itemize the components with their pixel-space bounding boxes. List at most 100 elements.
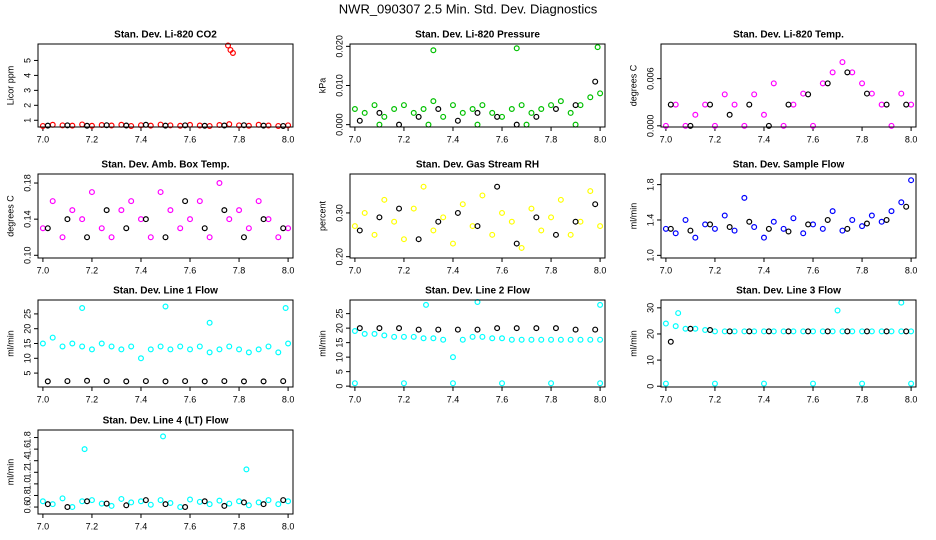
x-tick-label: 7.0 <box>37 134 50 144</box>
point <box>361 109 368 116</box>
point <box>142 121 149 128</box>
point <box>39 225 46 232</box>
x-tick-label: 8.0 <box>594 394 607 404</box>
y-tick-label: 5 <box>22 58 32 63</box>
point <box>123 378 130 385</box>
point <box>79 343 86 350</box>
x-tick-label: 7.8 <box>233 521 246 531</box>
point <box>400 333 407 340</box>
point <box>469 333 476 340</box>
point <box>849 216 856 223</box>
point <box>420 335 427 342</box>
point <box>770 328 777 335</box>
point <box>819 328 826 335</box>
y-tick-label: 25 <box>334 309 344 319</box>
point <box>592 78 599 85</box>
point <box>746 328 753 335</box>
y-tick-label: 1.4 <box>645 214 655 227</box>
x-tick-label: 8.0 <box>905 134 918 144</box>
point <box>731 101 738 108</box>
point <box>187 496 194 503</box>
point <box>280 378 287 385</box>
point <box>157 343 164 350</box>
panel: Stan. Dev. Li-820 CO2 7.0 7.2 7.4 7.6 7.8 8.0 1… <box>5 30 294 145</box>
point <box>557 196 564 203</box>
point <box>255 499 262 506</box>
point <box>430 47 437 54</box>
point <box>587 188 594 195</box>
point <box>682 216 689 223</box>
point <box>98 340 105 347</box>
y-tick-label: 4 <box>22 73 32 78</box>
point <box>260 122 267 129</box>
point <box>800 230 807 237</box>
point <box>726 224 733 231</box>
x-tick-label: 7.0 <box>660 394 673 404</box>
x-tick-label: 7.2 <box>398 265 411 275</box>
panel: Stan. Dev. Line 3 Flow 7.0 7.2 7.4 7.6 7.8 8.0… <box>628 286 917 405</box>
point <box>255 198 262 205</box>
point <box>819 80 826 87</box>
point <box>844 328 851 335</box>
panel: Stan. Dev. Li-820 Temp. 7.0 7.2 7.4 7.6 7.8 8.… <box>628 30 917 145</box>
point <box>839 328 846 335</box>
point <box>182 504 189 511</box>
point <box>167 346 174 353</box>
point <box>123 502 130 509</box>
point <box>206 501 213 508</box>
y-tick-label: 1.6 <box>22 443 32 456</box>
point <box>229 49 236 56</box>
y-tick-label: 0.18 <box>22 174 32 192</box>
point <box>780 225 787 232</box>
panel-title: Stan. Dev. Line 3 Flow <box>736 286 841 297</box>
point <box>829 328 836 335</box>
point <box>196 343 203 350</box>
point <box>420 183 427 190</box>
y-tick-label: 0.10 <box>22 247 32 265</box>
point <box>108 343 115 350</box>
point <box>371 102 378 109</box>
point <box>260 378 267 385</box>
point <box>898 199 905 206</box>
point <box>201 378 208 385</box>
y-tick-label: 0.000 <box>645 115 655 138</box>
point <box>280 497 287 504</box>
point <box>430 227 437 234</box>
x-tick-label: 7.2 <box>86 394 99 404</box>
point <box>201 498 208 505</box>
point <box>908 380 915 387</box>
point <box>410 109 417 116</box>
x-tick-label: 7.4 <box>758 265 771 275</box>
point <box>499 209 506 216</box>
x-tick-label: 8.0 <box>282 134 295 144</box>
point <box>667 225 674 232</box>
y-tick-label: 15 <box>22 338 32 348</box>
x-tick-label: 8.0 <box>594 265 607 275</box>
x-tick-label: 7.6 <box>184 394 197 404</box>
panel: Stan. Dev. Li-820 Pressure 7.0 7.2 7.4 7.6 7.… <box>317 30 606 145</box>
point <box>805 91 812 98</box>
point <box>577 102 584 109</box>
point <box>361 330 368 337</box>
y-tick-label: 10 <box>645 355 655 365</box>
point <box>142 216 149 223</box>
x-tick-label: 7.6 <box>807 394 820 404</box>
point <box>844 69 851 76</box>
point <box>868 212 875 219</box>
point <box>44 378 51 385</box>
x-tick-label: 7.0 <box>37 521 50 531</box>
x-tick-label: 7.6 <box>184 265 197 275</box>
y-tick-label: 0 <box>334 384 344 389</box>
point <box>726 328 733 335</box>
point <box>391 333 398 340</box>
point <box>454 117 461 124</box>
point <box>226 121 233 128</box>
point <box>265 216 272 223</box>
point <box>903 328 910 335</box>
point <box>859 328 866 335</box>
point <box>829 208 836 215</box>
x-tick-label: 7.2 <box>398 394 411 404</box>
y-tick-label: 0.006 <box>645 67 655 90</box>
point <box>711 328 718 335</box>
point <box>201 122 208 129</box>
